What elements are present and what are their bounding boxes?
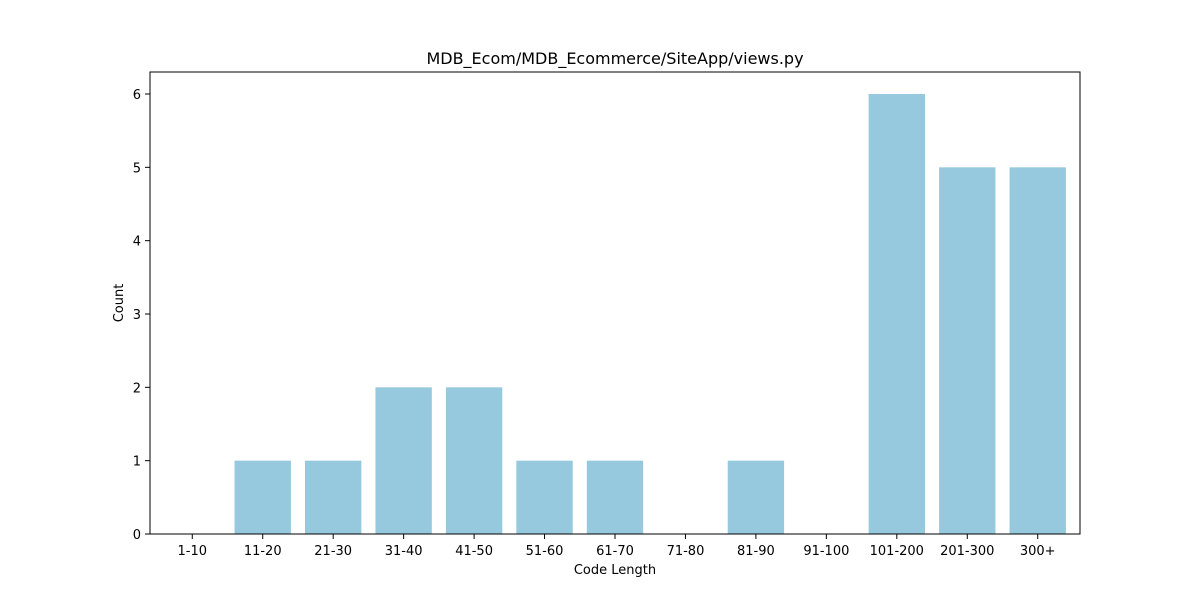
y-tick-label: 6: [133, 88, 141, 103]
x-tick-label: 41-50: [455, 544, 493, 559]
x-tick-label: 51-60: [526, 544, 564, 559]
x-tick-label: 11-20: [244, 544, 282, 559]
bar-61-70: [586, 460, 644, 534]
bar-21-30: [305, 460, 362, 534]
x-tick-label: 300+: [1020, 544, 1056, 559]
y-tick-label: 4: [133, 235, 141, 250]
bar-41-50: [445, 387, 503, 534]
bar-31-40: [375, 387, 432, 534]
bar-300+: [1009, 167, 1066, 535]
y-axis-ticks: 0 1 2 3 4 5 6: [133, 88, 150, 543]
x-tick-label: 1-10: [178, 544, 208, 559]
plot-frame: [149, 71, 1081, 535]
x-tick-label: 61-70: [596, 544, 634, 559]
y-tick-label: 0: [133, 528, 141, 543]
x-tick-label: 21-30: [314, 544, 352, 559]
y-tick-label: 5: [133, 161, 141, 176]
bar-81-90: [727, 460, 785, 534]
bar-101-200: [868, 94, 925, 534]
x-tick-label: 81-90: [737, 544, 775, 559]
bar-201-300: [939, 167, 996, 535]
bars-group: [234, 94, 1066, 535]
x-tick-label: 31-40: [385, 544, 423, 559]
y-axis-label: Count: [112, 284, 127, 323]
x-tick-label: 71-80: [667, 544, 705, 559]
chart-title: MDB_Ecom/MDB_Ecommerce/SiteApp/views.py: [426, 49, 803, 69]
bar-51-60: [516, 460, 573, 534]
y-tick-label: 2: [133, 381, 141, 396]
y-tick-label: 3: [133, 308, 141, 323]
x-tick-label: 201-300: [940, 544, 994, 559]
y-tick-label: 1: [133, 455, 141, 470]
x-axis-label: Code Length: [574, 563, 656, 578]
bar-11-20: [234, 460, 291, 534]
x-tick-label: 101-200: [870, 544, 924, 559]
x-axis-ticks: 1-10 11-20 21-30 31-40 41-50 51-60 61-70 71-80 8…: [178, 534, 1056, 559]
x-tick-label: 91-100: [803, 544, 849, 559]
